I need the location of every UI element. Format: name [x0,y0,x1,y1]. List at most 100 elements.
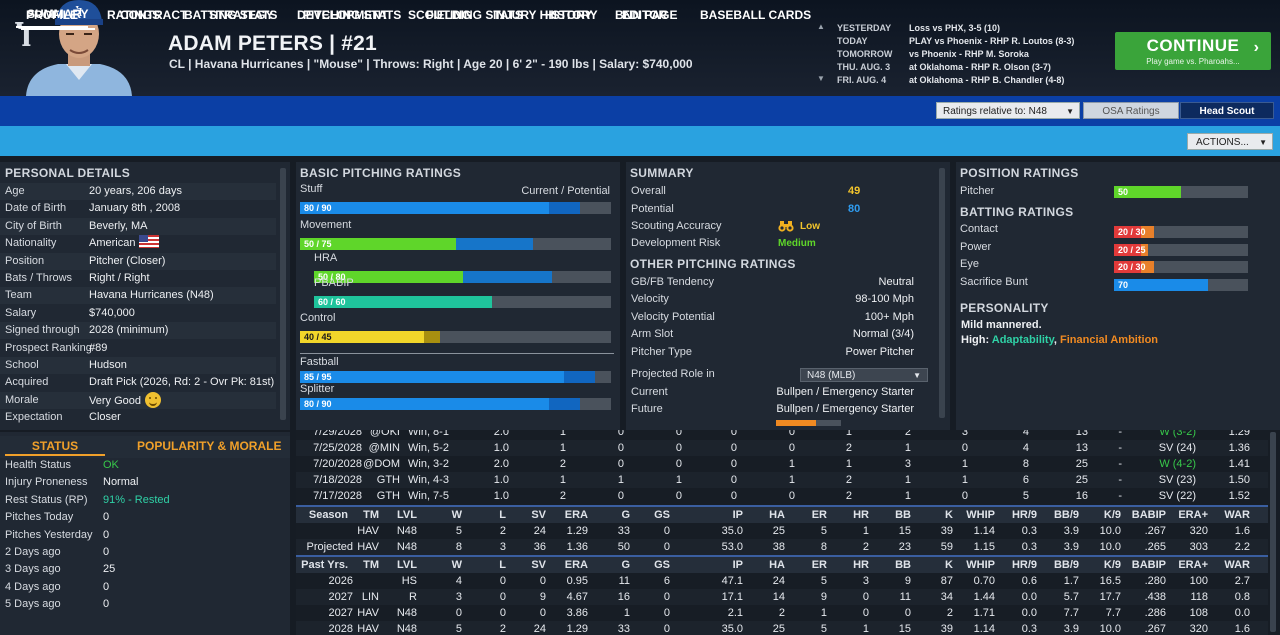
personal-details-panel: PERSONAL DETAILS Age 20 years, 206 days Da… [0,162,290,430]
tab-pitching-stats[interactable]: PITCHING STATS [303,8,402,22]
stats-column-header[interactable]: W [451,509,462,521]
stats-cell: .267 [1144,525,1166,537]
schedule-row[interactable]: TODAY PLAY vs Phoenix - RHP R. Loutos (8-… [837,36,1075,46]
pitch-bar-value: 80 / 90 [304,399,332,409]
stats-cell: 0.3 [1021,541,1037,553]
stats-column-header[interactable]: LVL [397,559,417,571]
stats-column-header[interactable]: L [499,509,506,521]
stats-column-header[interactable]: HR/9 [1011,559,1037,571]
schedule-row[interactable]: TOMORROW vs Phoenix - RHP M. Soroka [837,49,1029,59]
actions-menu-button[interactable]: ACTIONS... ▼ [1187,133,1273,150]
osa-ratings-button[interactable]: OSA Ratings [1083,102,1179,119]
rating-bar: 60 / 60 [314,296,611,308]
stats-row[interactable]: 2026 HS 4 0 0 0.95 11 6 47.1 24 5 3 9 87 0.70 0.6 1.7 16.… [296,573,1268,589]
stats-row[interactable]: 2027 HAV N48 0 0 0 3.86 1 0 2.1 2 1 0 0 2 1.71 0.0 7.7 7.7… [296,605,1268,621]
stats-column-header[interactable]: HR/9 [1011,509,1037,521]
stats-row[interactable]: Projected HAV N48 8 3 36 1.36 50 0 53.0 38 8 2 23 59 1.… [296,539,1268,555]
ratings-relative-select[interactable]: Ratings relative to: N48 ▼ [936,102,1080,119]
personal-scrollbar[interactable] [280,168,286,420]
stats-column-header[interactable]: SV [531,559,546,571]
stats-cell: 10.0 [1099,525,1121,537]
stats-column-header[interactable]: HR [853,509,869,521]
stats-cell: 1.7 [1063,575,1079,587]
head-scout-button[interactable]: Head Scout [1180,102,1274,119]
stats-column-header[interactable]: SV [531,509,546,521]
pitching-ratings-panel: BASIC PITCHING RATINGS Current / Potenti… [296,162,620,430]
stats-column-header[interactable]: IP [732,559,743,571]
stats-column-header[interactable]: K/9 [1103,559,1121,571]
game-log-row[interactable]: 7/18/2028 GTH Win, 4-3 1.0 1 1 1 0 1 2 1 1 6 25 - SV (2… [296,472,1268,488]
stats-cell: 5 [455,525,462,537]
stats-column-header[interactable]: BABIP [1131,509,1166,521]
stats-column-header[interactable]: GS [654,559,670,571]
subtab-baseball-cards[interactable]: BASEBALL CARDS [700,8,812,22]
game-log-row[interactable]: 7/20/2028 @DOM Win, 3-2 2.0 2 0 0 0 1 1 3 1 8 25 - W (4… [296,456,1268,472]
stats-column-header[interactable]: G [621,559,630,571]
schedule-row[interactable]: THU. AUG. 3 at Oklahoma - RHP R. Olson (3… [837,62,1051,72]
stats-column-header[interactable]: ERA [564,509,588,521]
stats-column-header[interactable]: G [621,509,630,521]
stats-column-header[interactable]: ERA+ [1178,509,1208,521]
stats-column-header[interactable]: HR [853,559,869,571]
schedule-row[interactable]: YESTERDAY Loss vs PHX, 3-5 (10) [837,23,1001,33]
game-log-row[interactable]: 7/25/2028 @MIN Win, 5-2 1.0 1 0 0 0 0 2 1 0 4 13 - SV (… [296,440,1268,456]
stats-column-header[interactable]: LVL [397,509,417,521]
stats-column-header[interactable]: K [945,509,953,521]
stats-cell: .267 [1144,623,1166,635]
stats-column-header[interactable]: HA [769,559,785,571]
stats-column-header[interactable]: BB/9 [1053,559,1079,571]
stats-row[interactable]: 2028 HAV N48 5 2 24 1.29 33 0 35.0 25 5 1 15 39 1.14 0.3… [296,621,1268,635]
player-header [0,0,1280,96]
tab-popularity-morale[interactable]: POPULARITY & MORALE [137,439,282,453]
stats-column-header[interactable]: GS [654,509,670,521]
subtab-injury-history[interactable]: INJURY HISTORY [493,8,593,22]
stats-column-header[interactable]: K [945,559,953,571]
stats-column-header[interactable]: WAR [1224,559,1250,571]
stats-column-header[interactable]: ER [811,559,827,571]
stats-column-header[interactable]: IP [732,509,743,521]
stats-column-header[interactable]: BB/9 [1053,509,1079,521]
tab-batting-stats[interactable]: BATTING STATS [184,8,278,22]
stats-column-header[interactable]: ERA [564,559,588,571]
schedule-down-icon[interactable]: ▼ [817,74,825,83]
schedule-row[interactable]: FRI. AUG. 4 at Oklahoma - RHP B. Chandler… [837,75,1065,85]
stats-column-header[interactable]: BB [895,559,911,571]
game-log-row[interactable]: 7/29/2028 @OKI Win, 8-1 2.0 1 0 0 0 0 1 2 3 4 13 - W (3… [296,430,1268,440]
game-log-row[interactable]: 7/17/2028 GTH Win, 7-5 1.0 2 0 0 0 0 2 1 0 5 16 - SV (2… [296,488,1268,504]
game-cell: 0 [675,490,682,502]
tab-status[interactable]: STATUS [5,436,105,456]
tab-history[interactable]: HISTORY [545,8,598,22]
continue-button[interactable]: CONTINUE Play game vs. Pharoahs... › [1115,32,1271,70]
stats-column-header[interactable]: WAR [1224,509,1250,521]
tab-fielding-stats[interactable]: FIELDING STATS [426,8,523,22]
stats-column-header[interactable]: ERA+ [1178,559,1208,571]
stats-cell: 24 [533,525,546,537]
stats-column-header[interactable]: WHIP [966,559,995,571]
subtab-scouting[interactable]: SCOUTING [408,8,472,22]
stats-column-header[interactable]: TM [363,559,379,571]
tab-editor[interactable]: EDITOR [622,8,668,22]
tab-ratings[interactable]: RATINGS [107,8,161,22]
subtab-development[interactable]: DEVELOPMENT [297,8,389,22]
stats-column-header[interactable]: WHIP [966,509,995,521]
stats-column-header[interactable]: HA [769,509,785,521]
stats-column-header[interactable]: W [451,559,462,571]
stats-column-header[interactable]: L [499,559,506,571]
subtab-bnn-page[interactable]: BNN PAGE [615,8,678,22]
stats-column-header[interactable]: K/9 [1103,509,1121,521]
subtab-strategy[interactable]: STRATEGY [209,8,274,22]
subtab-summary[interactable]: SUMMARY [21,0,95,30]
game-cell: 1 [904,474,911,486]
stats-column-header[interactable]: BB [895,509,911,521]
stats-column-header[interactable]: ER [811,509,827,521]
schedule-up-icon[interactable]: ▲ [817,22,825,31]
tab-profile[interactable]: PROFILE [16,2,89,28]
stats-column-header[interactable]: TM [363,509,379,521]
table-scrollbar[interactable] [1270,432,1276,632]
summary-scrollbar[interactable] [939,168,945,418]
stats-row[interactable]: HAV N48 5 2 24 1.29 33 0 35.0 25 5 1 15 39 1.14 0.3 3.9 1… [296,523,1268,539]
stats-column-header[interactable]: BABIP [1131,559,1166,571]
stats-row[interactable]: 2027 LIN R 3 0 9 4.67 16 0 17.1 14 9 0 11 34 1.44 0.0 5.7… [296,589,1268,605]
subtab-contract[interactable]: CONTRACT [120,8,188,22]
projected-role-select[interactable]: N48 (MLB) ▼ [800,368,928,382]
